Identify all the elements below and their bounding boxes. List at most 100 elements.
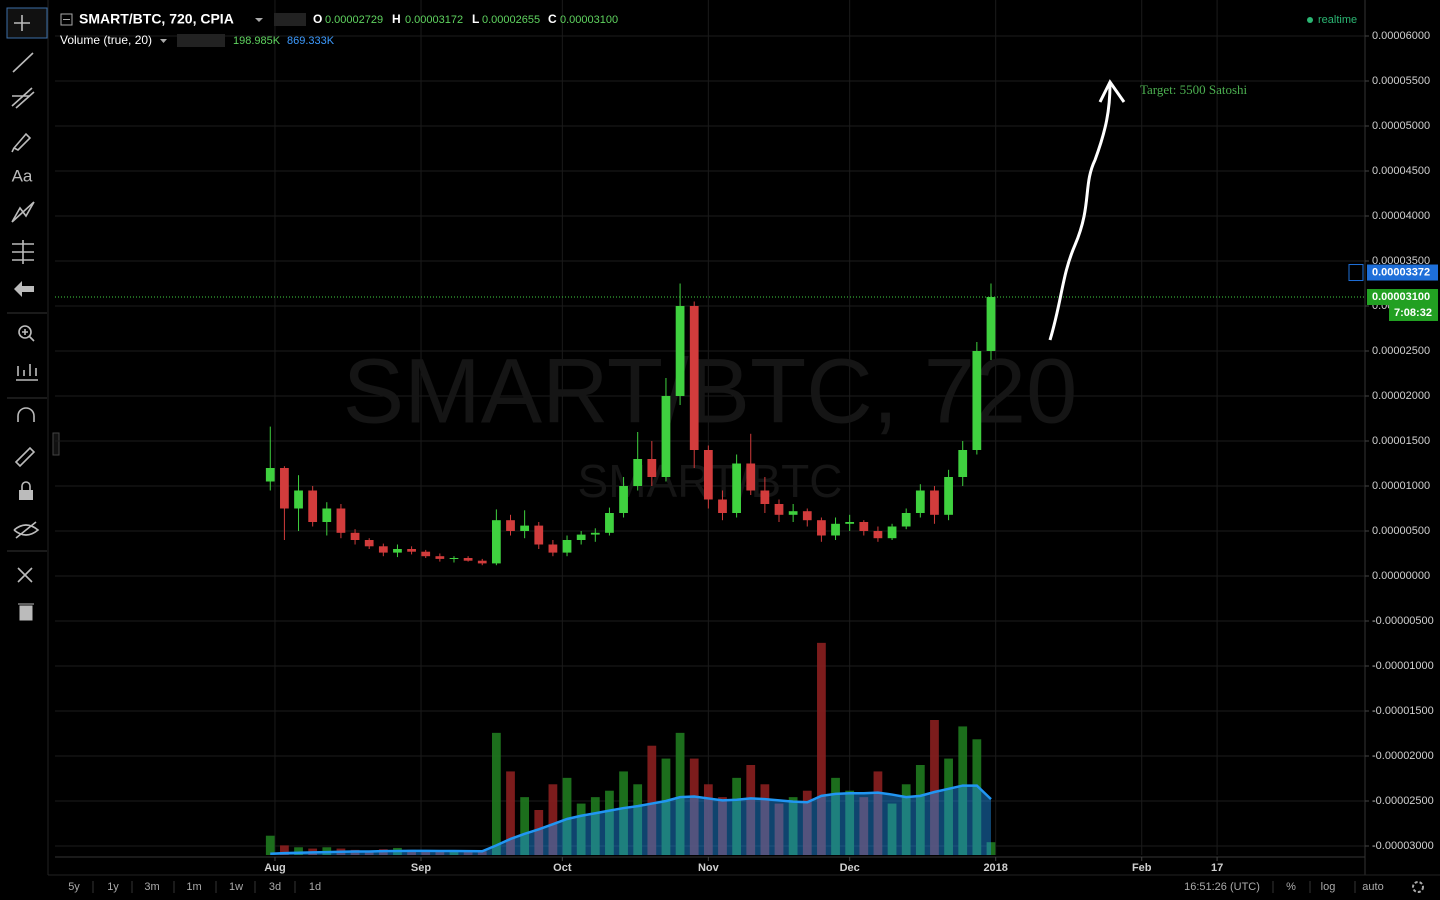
candle-body [619, 486, 628, 513]
delete-tool[interactable] [18, 603, 34, 621]
annotation-arrow [1048, 83, 1112, 341]
volume-bar [718, 797, 727, 855]
volume-bar [732, 777, 741, 855]
text-tool[interactable]: Aa [12, 166, 33, 185]
y-tick-label: 0.00001500 [1372, 435, 1430, 447]
left-toolbar: Aa [0, 0, 60, 900]
lock-tool[interactable] [19, 490, 33, 500]
ohlc-name: O [313, 12, 322, 26]
volume-bar [788, 797, 798, 855]
x-tick-label: Sep [411, 862, 431, 874]
timeframe-button[interactable]: 1w [229, 881, 243, 893]
watermark: SMART/BTC, 720 [343, 340, 1078, 442]
candle-body [463, 558, 473, 561]
candle-body [378, 546, 388, 553]
x-tick-label: Oct [553, 862, 572, 874]
measure-bars-tool[interactable] [16, 364, 38, 381]
scale-button[interactable]: log [1321, 881, 1336, 893]
candle-body [944, 477, 953, 515]
measure-tool[interactable] [12, 240, 34, 264]
dropdown-icon[interactable] [160, 39, 167, 43]
volume-last: 198.985K [233, 35, 281, 47]
candle-body [576, 534, 586, 540]
pitchfork-tool[interactable] [11, 87, 35, 109]
timeframe-button[interactable]: 1m [186, 881, 201, 893]
ohlc-value: 0.00002729 [325, 14, 383, 26]
volume-bar [972, 739, 982, 855]
volume-bar [746, 765, 756, 855]
zoom-icon [22, 329, 35, 342]
candle-body [393, 549, 402, 553]
y-tick-label: 0.00001000 [1372, 480, 1430, 492]
brush-tool[interactable] [11, 132, 32, 153]
volume-bar [520, 797, 530, 855]
settings-button[interactable] [1412, 881, 1424, 893]
volume-bar [364, 850, 374, 855]
study-buttons[interactable] [274, 13, 306, 26]
timeframe-button[interactable]: 3m [144, 881, 159, 893]
volume-bar [675, 732, 685, 855]
trendline-tool[interactable] [12, 52, 34, 73]
volume-bar [548, 784, 558, 855]
last-price-box [1367, 289, 1438, 305]
y-tick-label: 0.00004500 [1372, 165, 1430, 177]
settings-tool[interactable] [17, 567, 33, 583]
volume-ma-line [270, 784, 992, 855]
collapse-icon[interactable] [60, 13, 73, 26]
candle-body [605, 513, 614, 533]
timeframe-button[interactable]: 1y [107, 881, 119, 893]
hide-tool[interactable] [13, 521, 40, 539]
x-tick-label: Dec [840, 862, 860, 874]
axes: 0.00006000 0.00005500 0.00005000 0.00004500… [264, 30, 1438, 874]
y-tick-label: -0.00000500 [1372, 615, 1434, 627]
candle-body [760, 490, 770, 504]
candle-body [774, 504, 784, 515]
collapse-tab[interactable] [52, 432, 60, 456]
y-tick-label: 0.00004000 [1372, 210, 1430, 222]
candle-body [958, 450, 968, 477]
scale-button[interactable]: % [1286, 881, 1296, 893]
candle-body [534, 525, 544, 545]
volume-bar [534, 810, 544, 855]
volume-bar [873, 771, 883, 855]
dropdown-icon[interactable] [255, 18, 263, 22]
candle-body [915, 490, 925, 513]
candle-body [265, 468, 275, 482]
timeframe-button[interactable]: 5y [68, 881, 80, 893]
candle-body [703, 450, 713, 500]
stay-drawing-tool[interactable] [14, 446, 36, 468]
clock: 16:51:26 (UTC) [1184, 881, 1260, 893]
y-tick-label: 0.00002000 [1372, 390, 1430, 402]
candle-body [336, 508, 346, 533]
timeframe-button[interactable]: 3d [269, 881, 281, 893]
price-marker-toggle[interactable] [1348, 264, 1364, 282]
y-tick-label: 0.00005500 [1372, 75, 1430, 87]
volume-bar [562, 777, 572, 855]
volume-ma-last: 869.333K [287, 35, 335, 47]
volume-bar [477, 851, 487, 855]
symbol-title[interactable]: SMART/BTC, 720, CPIA [79, 11, 234, 27]
candle-body [633, 459, 643, 486]
status-dot [1307, 17, 1313, 23]
candle-body [449, 558, 459, 559]
candle-body [407, 549, 416, 552]
pattern-tool[interactable] [11, 201, 35, 223]
zoom-tool[interactable] [18, 325, 32, 339]
candle-body [421, 551, 431, 557]
candle-body [562, 540, 572, 553]
magnet-tool[interactable] [17, 407, 35, 422]
volume-bar [435, 851, 445, 855]
timeframe-button[interactable]: 1d [309, 881, 321, 893]
study-buttons[interactable] [177, 34, 225, 47]
volume-bar [463, 851, 473, 855]
volume-study[interactable]: Volume (true, 20) [60, 33, 152, 47]
volume-bar [986, 842, 996, 855]
candle-body [817, 520, 826, 536]
volume-bar [859, 797, 869, 855]
candle-body [548, 544, 558, 553]
scale-button[interactable]: auto [1362, 881, 1383, 893]
volume-bar [633, 784, 643, 855]
back-tool[interactable] [14, 281, 34, 297]
candle-body [491, 520, 501, 564]
plot [55, 283, 1365, 855]
